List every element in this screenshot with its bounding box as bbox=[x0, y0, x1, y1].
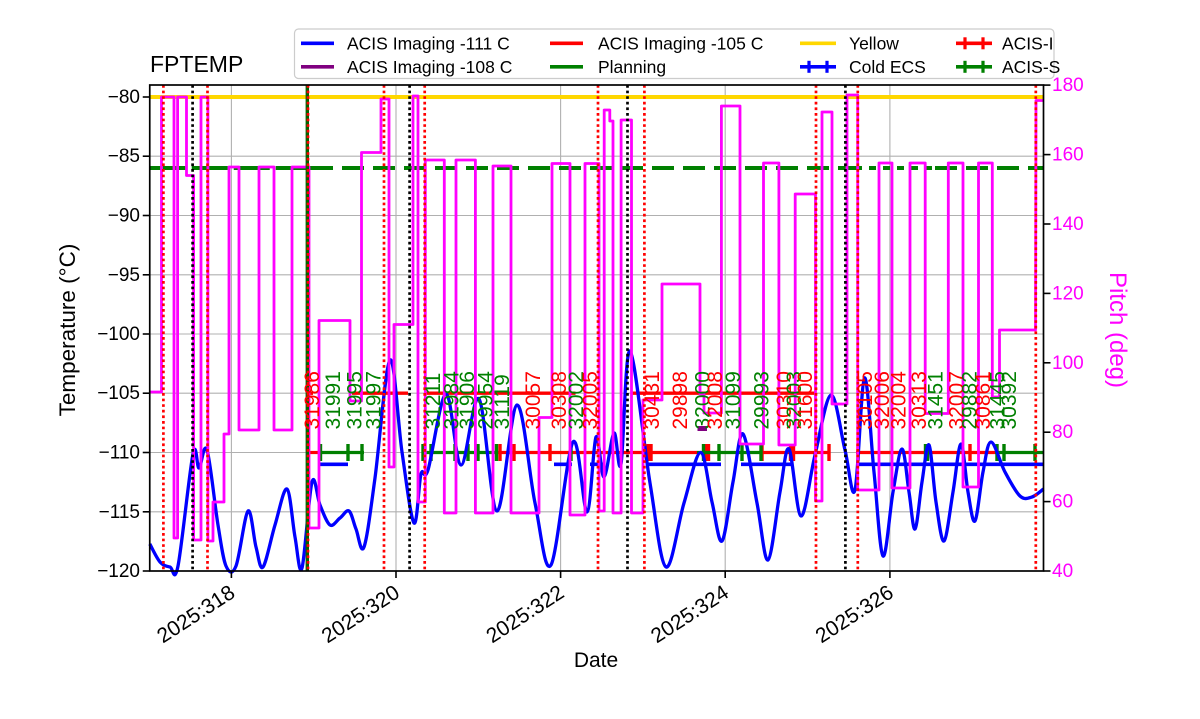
svg-text:Yellow: Yellow bbox=[849, 33, 899, 53]
svg-text:80: 80 bbox=[1052, 422, 1073, 443]
svg-text:32004: 32004 bbox=[888, 371, 911, 430]
svg-text:−90: −90 bbox=[108, 206, 140, 227]
svg-text:140: 140 bbox=[1052, 214, 1084, 235]
svg-text:32006: 32006 bbox=[871, 371, 894, 429]
svg-text:32005: 32005 bbox=[579, 371, 602, 429]
svg-text:29954: 29954 bbox=[475, 371, 498, 430]
svg-text:32002: 32002 bbox=[565, 371, 588, 429]
svg-text:31991: 31991 bbox=[322, 371, 345, 429]
svg-text:31211: 31211 bbox=[422, 373, 445, 430]
svg-text:30313: 30313 bbox=[908, 371, 931, 429]
svg-text:29882: 29882 bbox=[959, 371, 982, 429]
svg-text:Temperature (°C): Temperature (°C) bbox=[55, 244, 80, 417]
svg-text:ACIS-S: ACIS-S bbox=[1002, 57, 1060, 77]
svg-text:29898: 29898 bbox=[669, 371, 692, 429]
svg-text:60: 60 bbox=[1052, 492, 1073, 513]
svg-text:−105: −105 bbox=[97, 383, 140, 404]
svg-text:ACIS Imaging -111 C: ACIS Imaging -111 C bbox=[347, 33, 510, 53]
svg-text:−85: −85 bbox=[108, 146, 140, 167]
svg-text:Pitch (deg): Pitch (deg) bbox=[1104, 272, 1131, 388]
svg-text:100: 100 bbox=[1052, 353, 1084, 374]
svg-text:FPTEMP: FPTEMP bbox=[150, 51, 243, 77]
svg-text:31984: 31984 bbox=[441, 371, 464, 430]
svg-text:32000: 32000 bbox=[692, 371, 715, 429]
svg-text:ACIS Imaging -108 C: ACIS Imaging -108 C bbox=[347, 57, 512, 77]
svg-text:31445: 31445 bbox=[987, 371, 1010, 429]
svg-text:31119: 31119 bbox=[491, 374, 514, 429]
svg-text:31099: 31099 bbox=[722, 371, 745, 429]
svg-text:29993: 29993 bbox=[751, 371, 774, 429]
svg-text:ACIS-I: ACIS-I bbox=[1002, 33, 1054, 53]
svg-text:−80: −80 bbox=[108, 87, 140, 108]
svg-text:−120: −120 bbox=[97, 561, 140, 582]
svg-text:40: 40 bbox=[1052, 561, 1073, 582]
svg-text:−100: −100 bbox=[97, 324, 140, 345]
svg-text:180: 180 bbox=[1052, 75, 1084, 96]
svg-text:30431: 30431 bbox=[641, 371, 664, 429]
svg-text:31986: 31986 bbox=[301, 371, 324, 429]
svg-text:30392: 30392 bbox=[998, 371, 1021, 429]
svg-text:30861: 30861 bbox=[972, 371, 995, 429]
svg-text:31451: 31451 bbox=[925, 371, 948, 429]
svg-text:30057: 30057 bbox=[522, 371, 545, 429]
svg-text:Cold ECS: Cold ECS bbox=[849, 57, 926, 77]
svg-text:−95: −95 bbox=[108, 265, 140, 286]
svg-text:31600: 31600 bbox=[794, 371, 817, 429]
svg-text:32008: 32008 bbox=[704, 371, 727, 429]
svg-text:−110: −110 bbox=[99, 443, 140, 464]
svg-text:30308: 30308 bbox=[548, 371, 571, 429]
svg-text:32003: 32003 bbox=[783, 371, 806, 429]
svg-text:30105: 30105 bbox=[854, 371, 877, 429]
svg-text:120: 120 bbox=[1052, 283, 1084, 304]
svg-text:Planning: Planning bbox=[598, 57, 666, 77]
svg-text:31997: 31997 bbox=[363, 371, 386, 429]
svg-text:30310: 30310 bbox=[773, 371, 796, 429]
svg-text:160: 160 bbox=[1052, 145, 1084, 166]
svg-text:31906: 31906 bbox=[456, 371, 479, 429]
svg-text:Date: Date bbox=[574, 649, 618, 672]
svg-text:32007: 32007 bbox=[946, 371, 969, 429]
svg-text:ACIS Imaging -105 C: ACIS Imaging -105 C bbox=[598, 33, 763, 53]
svg-text:−115: −115 bbox=[99, 502, 140, 523]
svg-text:31995: 31995 bbox=[344, 371, 367, 429]
